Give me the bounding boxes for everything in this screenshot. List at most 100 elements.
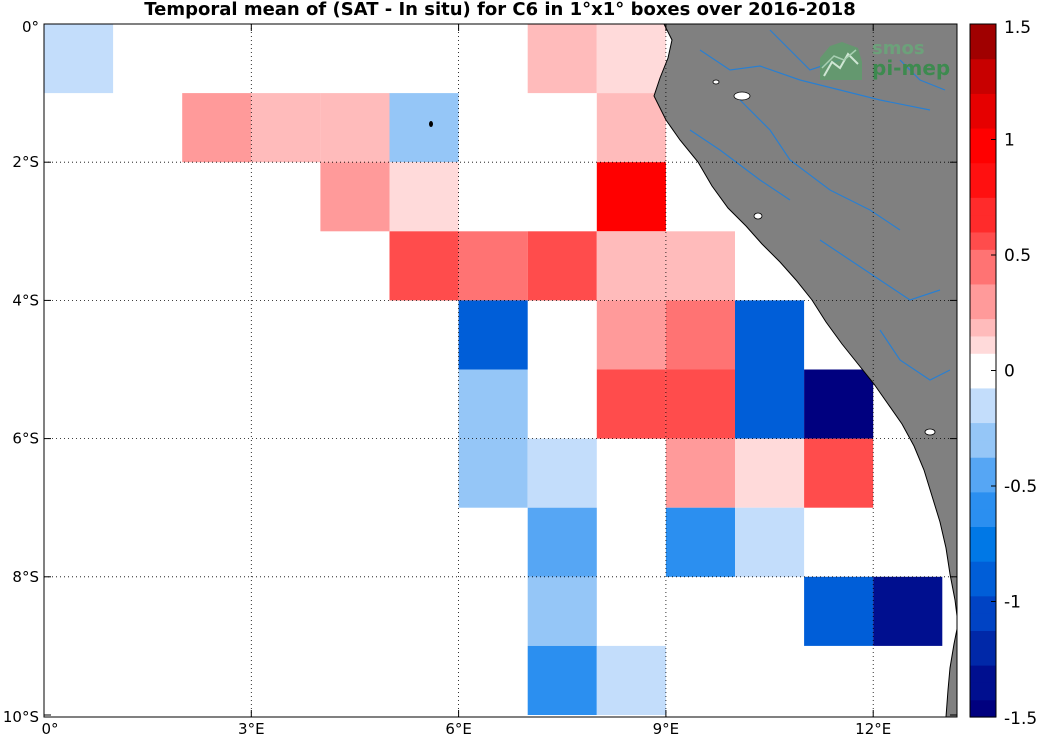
heatmap-cell	[182, 93, 252, 163]
heatmap-cell	[873, 576, 943, 646]
heatmap-cell	[665, 369, 735, 439]
colorbar-tick-labels: 1.5 1 0.5 0 -0.5 -1 -1.5	[991, 18, 1037, 729]
heatmap-cell	[458, 231, 528, 301]
y-tick-label: 8°S	[12, 568, 39, 586]
colorbar-tick-label: 1.5	[1004, 18, 1031, 38]
colorbar-segment	[970, 301, 996, 320]
heatmap-cell	[665, 300, 735, 370]
colorbar-segment	[970, 110, 996, 129]
heatmap-cell	[596, 162, 666, 232]
heatmap-cell	[527, 24, 597, 94]
colorbar	[969, 23, 997, 718]
colorbar-segment	[970, 387, 996, 406]
heatmap-cell	[596, 93, 666, 163]
colorbar-segment	[970, 457, 996, 476]
colorbar-segment	[970, 145, 996, 164]
heatmap-cell	[458, 369, 528, 439]
y-tick-label: 6°S	[12, 430, 39, 448]
cells-layer	[44, 24, 943, 715]
smos-pimep-logo: smos pi-mep	[818, 38, 958, 86]
colorbar-segment	[970, 682, 996, 701]
small-island	[429, 121, 433, 127]
plot-frame	[43, 23, 958, 718]
colorbar-segment	[970, 197, 996, 216]
colorbar-segment	[970, 699, 996, 718]
heatmap-cell	[458, 300, 528, 370]
heatmap-cell	[389, 231, 459, 301]
heatmap-cell	[527, 645, 597, 715]
colorbar-segment	[970, 647, 996, 666]
heatmap-cell	[320, 93, 390, 163]
logo-mark-icon	[820, 42, 862, 80]
heatmap-cell	[735, 438, 805, 508]
chart-title: Temporal mean of (SAT - In situ) for C6 …	[144, 0, 856, 20]
colorbar-segment	[970, 266, 996, 285]
x-tick-label: 6°E	[445, 720, 472, 738]
y-tick-label: 10°S	[3, 708, 39, 726]
colorbar-segment	[970, 41, 996, 60]
heatmap-cell	[735, 507, 805, 577]
heatmap-cell	[804, 369, 874, 439]
colorbar-tick-label: -0.5	[1004, 477, 1037, 497]
colorbar-segment	[970, 353, 996, 372]
heatmap-cell	[596, 369, 666, 439]
heatmap-cell	[527, 576, 597, 646]
colorbar-segment	[970, 75, 996, 94]
colorbar-segment	[970, 231, 996, 250]
colorbar-segment	[970, 93, 996, 112]
colorbar-segment	[970, 630, 996, 649]
colorbar-tick-label: 0	[1004, 362, 1015, 382]
colorbar-segment	[970, 162, 996, 181]
colorbar-segment	[970, 509, 996, 528]
y-tick-labels: 0° 2°S 4°S 6°S 8°S 10°S	[3, 18, 39, 726]
colorbar-segment	[970, 543, 996, 562]
colorbar-segment	[970, 249, 996, 268]
colorbar-segment	[970, 422, 996, 441]
logo-line2: pi-mep	[872, 56, 951, 80]
colorbar-segment	[970, 491, 996, 510]
heatmap-cell	[665, 438, 735, 508]
colorbar-tick-label: 1	[1004, 131, 1015, 151]
colorbar-segment	[970, 370, 996, 389]
x-tick-label: 3°E	[238, 720, 265, 738]
colorbar-segment	[970, 127, 996, 146]
y-tick-label: 2°S	[12, 153, 39, 171]
heatmap-cell	[665, 507, 735, 577]
heatmap-cell	[596, 300, 666, 370]
colorbar-tick-label: -1	[1004, 593, 1021, 613]
colorbar-segment	[970, 561, 996, 579]
heatmap-cell	[596, 645, 666, 715]
colorbar-segment	[970, 335, 996, 354]
heatmap-cell	[320, 162, 390, 232]
colorbar-segment	[970, 179, 996, 198]
colorbar-segment	[970, 405, 996, 424]
y-tick-label: 4°S	[12, 291, 39, 309]
colorbar-segment	[970, 595, 996, 614]
colorbar-segment	[970, 439, 996, 458]
colorbar-tick-label: 0.5	[1004, 246, 1031, 266]
colorbar-segment	[970, 474, 996, 493]
heatmap-cell	[596, 24, 666, 94]
colorbar-segment	[970, 665, 996, 683]
colorbar-segment	[970, 613, 996, 631]
heatmap-cell	[389, 162, 459, 232]
logo-line1: smos	[872, 38, 925, 59]
heatmap-cell	[804, 576, 874, 646]
heatmap-cell	[527, 438, 597, 508]
heatmap-cell	[527, 507, 597, 577]
heatmap-cell	[735, 369, 805, 439]
heatmap-cell	[804, 438, 874, 508]
x-tick-label: 9°E	[653, 720, 680, 738]
heatmap-cell	[665, 231, 735, 301]
x-tick-label: 0°	[41, 720, 58, 738]
heatmap-cell	[389, 93, 459, 163]
colorbar-segment	[970, 526, 996, 545]
heatmap-cell	[44, 24, 114, 94]
heatmap-cell	[596, 231, 666, 301]
y-tick-label: 0°	[22, 18, 39, 36]
colorbar-segment	[970, 214, 996, 233]
colorbar-segment	[970, 58, 996, 77]
land-mass	[653, 24, 957, 717]
colorbar-segment	[970, 283, 996, 302]
